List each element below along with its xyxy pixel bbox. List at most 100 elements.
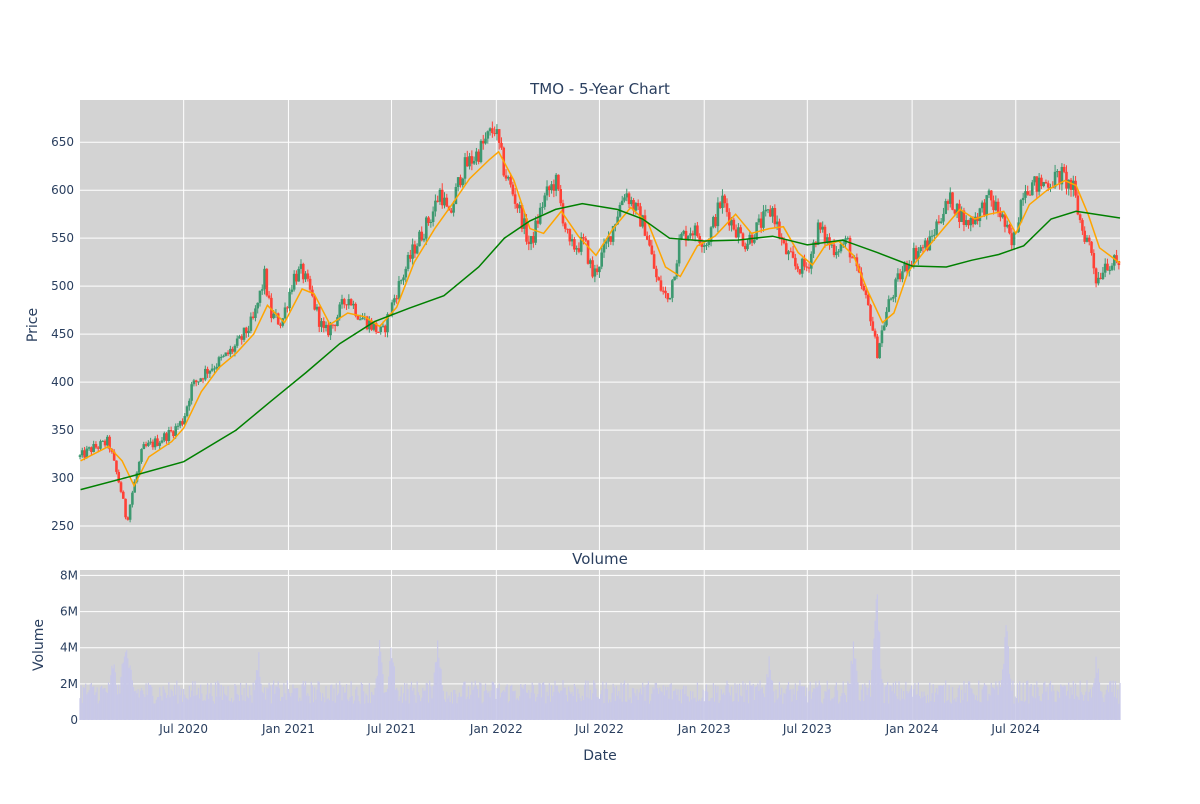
candle-body xyxy=(288,291,291,309)
volume-bar xyxy=(103,687,105,720)
volume-bar xyxy=(318,681,320,720)
volume-bar xyxy=(91,687,94,720)
volume-bar xyxy=(106,692,108,720)
volume-bar xyxy=(672,690,675,720)
candle-body xyxy=(1042,182,1045,187)
volume-bar xyxy=(226,696,228,720)
x-tick-label: Jan 2022 xyxy=(469,722,523,736)
candle-body xyxy=(80,450,84,456)
volume-bar xyxy=(402,693,405,720)
volume-bar xyxy=(874,620,876,720)
volume-bar xyxy=(81,702,83,720)
volume-bar xyxy=(374,687,376,720)
volume-bar xyxy=(483,691,485,720)
candle-body xyxy=(479,140,483,162)
volume-bar xyxy=(131,680,133,720)
volume-bar xyxy=(859,701,861,720)
volume-bar xyxy=(655,682,657,720)
volume-bar xyxy=(1046,686,1048,720)
candle-body xyxy=(258,290,262,303)
x-tick-label: Jan 2023 xyxy=(677,722,731,736)
volume-bar xyxy=(909,688,912,720)
volume-bar xyxy=(177,703,179,720)
volume-bar xyxy=(1007,646,1009,720)
candle-body xyxy=(172,431,175,437)
volume-bar xyxy=(512,691,514,720)
volume-bar xyxy=(1031,696,1033,720)
candle-body xyxy=(545,186,549,196)
x-axis-label: Date xyxy=(583,748,616,764)
volume-bar xyxy=(598,698,601,720)
volume-bar xyxy=(900,688,902,720)
volume-bar xyxy=(956,697,958,720)
volume-bar xyxy=(95,692,97,720)
candle-body xyxy=(773,208,777,225)
volume-bar xyxy=(822,703,824,720)
volume-bar xyxy=(406,683,408,720)
volume-bar xyxy=(587,680,589,720)
volume-bar xyxy=(612,683,614,720)
volume-bar xyxy=(943,702,946,720)
volume-bar xyxy=(680,703,683,720)
candle-body xyxy=(800,258,804,274)
volume-bar xyxy=(720,689,722,720)
volume-bar xyxy=(838,703,840,720)
volume-bar xyxy=(505,686,507,720)
volume-bar xyxy=(996,686,998,720)
volume-bar xyxy=(538,682,540,720)
volume-bar xyxy=(840,696,842,720)
candle-body xyxy=(577,248,581,252)
volume-bar xyxy=(471,681,473,720)
candle-body xyxy=(267,295,271,298)
candle-body xyxy=(568,229,572,242)
volume-bar xyxy=(1048,683,1050,720)
volume-bar xyxy=(835,682,837,720)
volume-bar xyxy=(806,687,808,720)
volume-bar xyxy=(137,689,139,720)
candle-body xyxy=(753,239,756,243)
volume-bar xyxy=(947,700,949,720)
volume-bar xyxy=(749,680,751,720)
volume-bar xyxy=(812,688,815,720)
volume-bar xyxy=(422,687,424,720)
volume-bar xyxy=(890,686,892,720)
volume-bar xyxy=(948,685,950,720)
volume-bar xyxy=(355,689,357,720)
candle-body xyxy=(153,438,157,448)
volume-bar xyxy=(139,690,141,720)
volume-bar xyxy=(397,690,399,720)
candle-body xyxy=(1044,182,1048,184)
volume-bar xyxy=(601,690,603,720)
volume-bar xyxy=(790,689,792,720)
candle-body xyxy=(174,426,177,437)
volume-bar xyxy=(291,692,293,720)
volume-bar xyxy=(992,687,995,720)
volume-bar xyxy=(353,700,356,720)
volume-bar xyxy=(277,681,279,720)
volume-bar xyxy=(357,695,359,720)
volume-bar xyxy=(1111,692,1113,720)
volume-bar xyxy=(570,694,572,720)
volume-bar xyxy=(242,700,244,720)
volume-bar xyxy=(273,680,275,720)
candle-body xyxy=(898,273,902,280)
candle-body xyxy=(586,240,590,264)
volume-bar xyxy=(884,686,886,720)
candle-body xyxy=(409,254,412,259)
volume-bar xyxy=(522,688,524,720)
candle-body xyxy=(83,450,86,458)
volume-bar xyxy=(656,688,659,720)
volume-bar xyxy=(1059,697,1061,720)
volume-bar xyxy=(942,684,945,720)
candle-body xyxy=(354,303,357,316)
volume-bar xyxy=(523,684,525,720)
volume-bar xyxy=(456,703,458,720)
candle-body xyxy=(356,315,360,320)
volume-bar xyxy=(975,695,978,720)
volume-bar xyxy=(1102,697,1104,720)
volume-bar xyxy=(183,688,185,720)
volume-bar xyxy=(963,681,965,720)
volume-bar xyxy=(350,681,352,720)
volume-bar xyxy=(348,701,350,720)
volume-bar xyxy=(451,703,454,720)
